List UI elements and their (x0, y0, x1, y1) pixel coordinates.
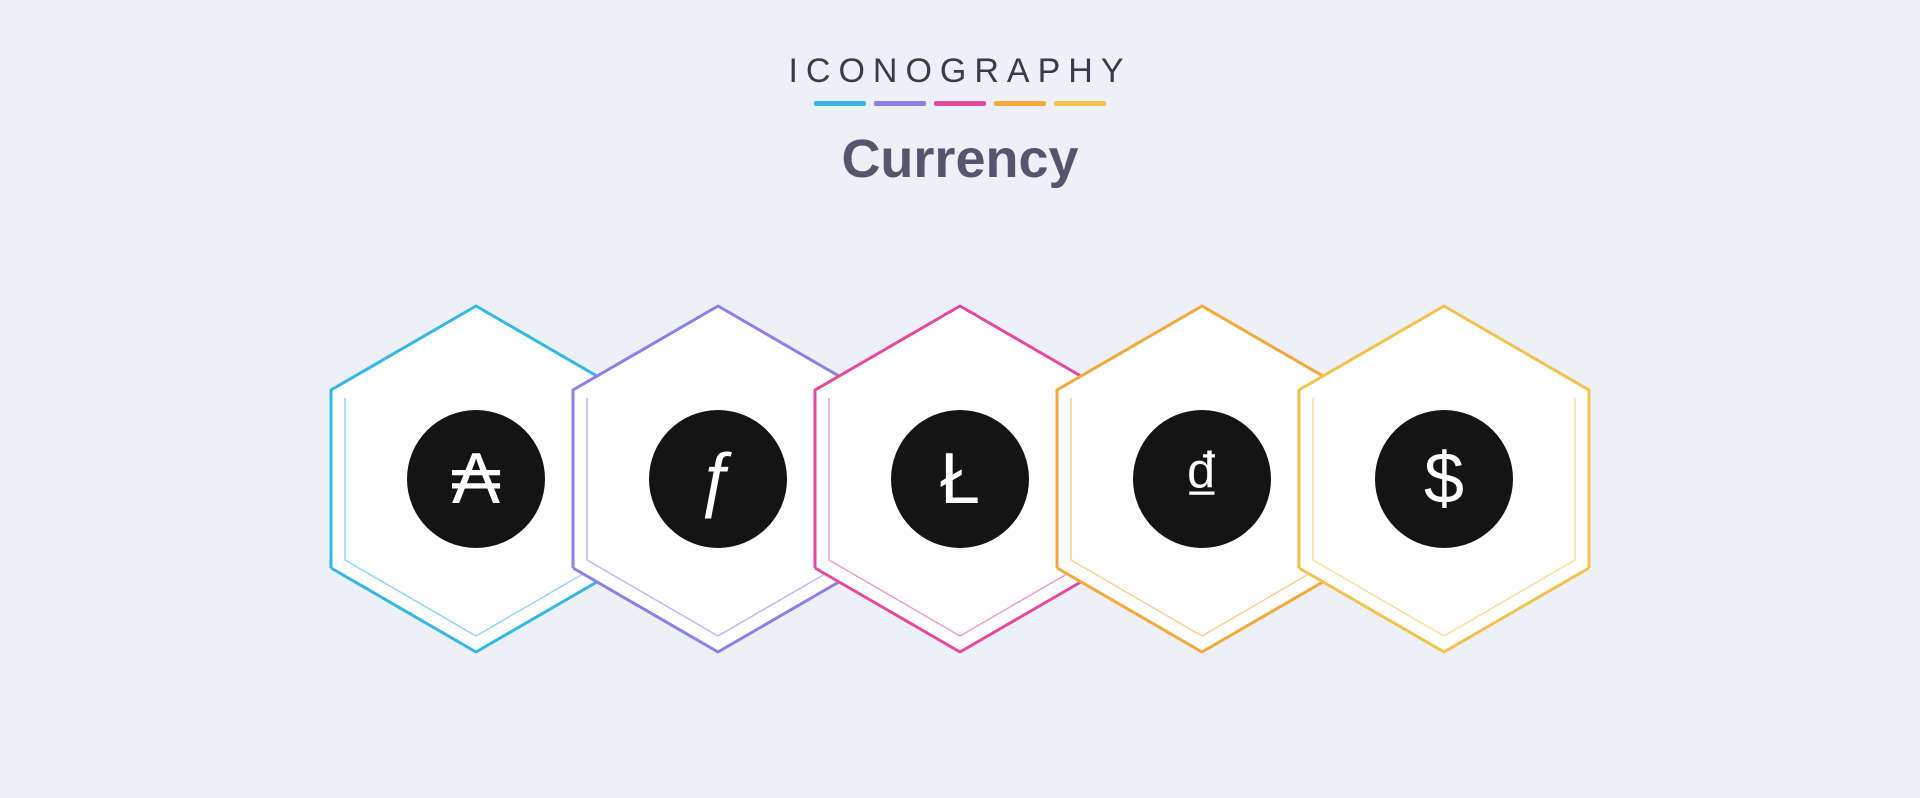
accent-stripe-2 (934, 101, 986, 106)
florin-icon: ƒ (649, 410, 787, 548)
litecoin-icon: Ł (891, 410, 1029, 548)
litecoin-icon-glyph: Ł (940, 443, 980, 515)
austral-icon: ₳ (407, 410, 545, 548)
header: ICONOGRAPHY Currency (788, 52, 1131, 190)
brand-title: ICONOGRAPHY (788, 52, 1131, 91)
dong-icon-glyph: ₫ (1184, 443, 1221, 515)
page-subtitle: Currency (841, 128, 1078, 190)
accent-stripe-3 (994, 101, 1046, 106)
florin-icon-glyph: ƒ (698, 443, 738, 515)
icon-row: ₳ ƒ Ł ₫ $ (355, 300, 1565, 658)
accent-stripe-4 (1054, 101, 1106, 106)
dong-icon: ₫ (1133, 410, 1271, 548)
hex-card-4: $ (1289, 300, 1599, 658)
austral-icon-glyph: ₳ (452, 443, 500, 515)
accent-stripe-0 (814, 101, 866, 106)
dollar-icon-glyph: $ (1424, 443, 1464, 515)
accent-stripe-1 (874, 101, 926, 106)
dollar-icon: $ (1375, 410, 1513, 548)
accent-stripes (814, 101, 1106, 106)
